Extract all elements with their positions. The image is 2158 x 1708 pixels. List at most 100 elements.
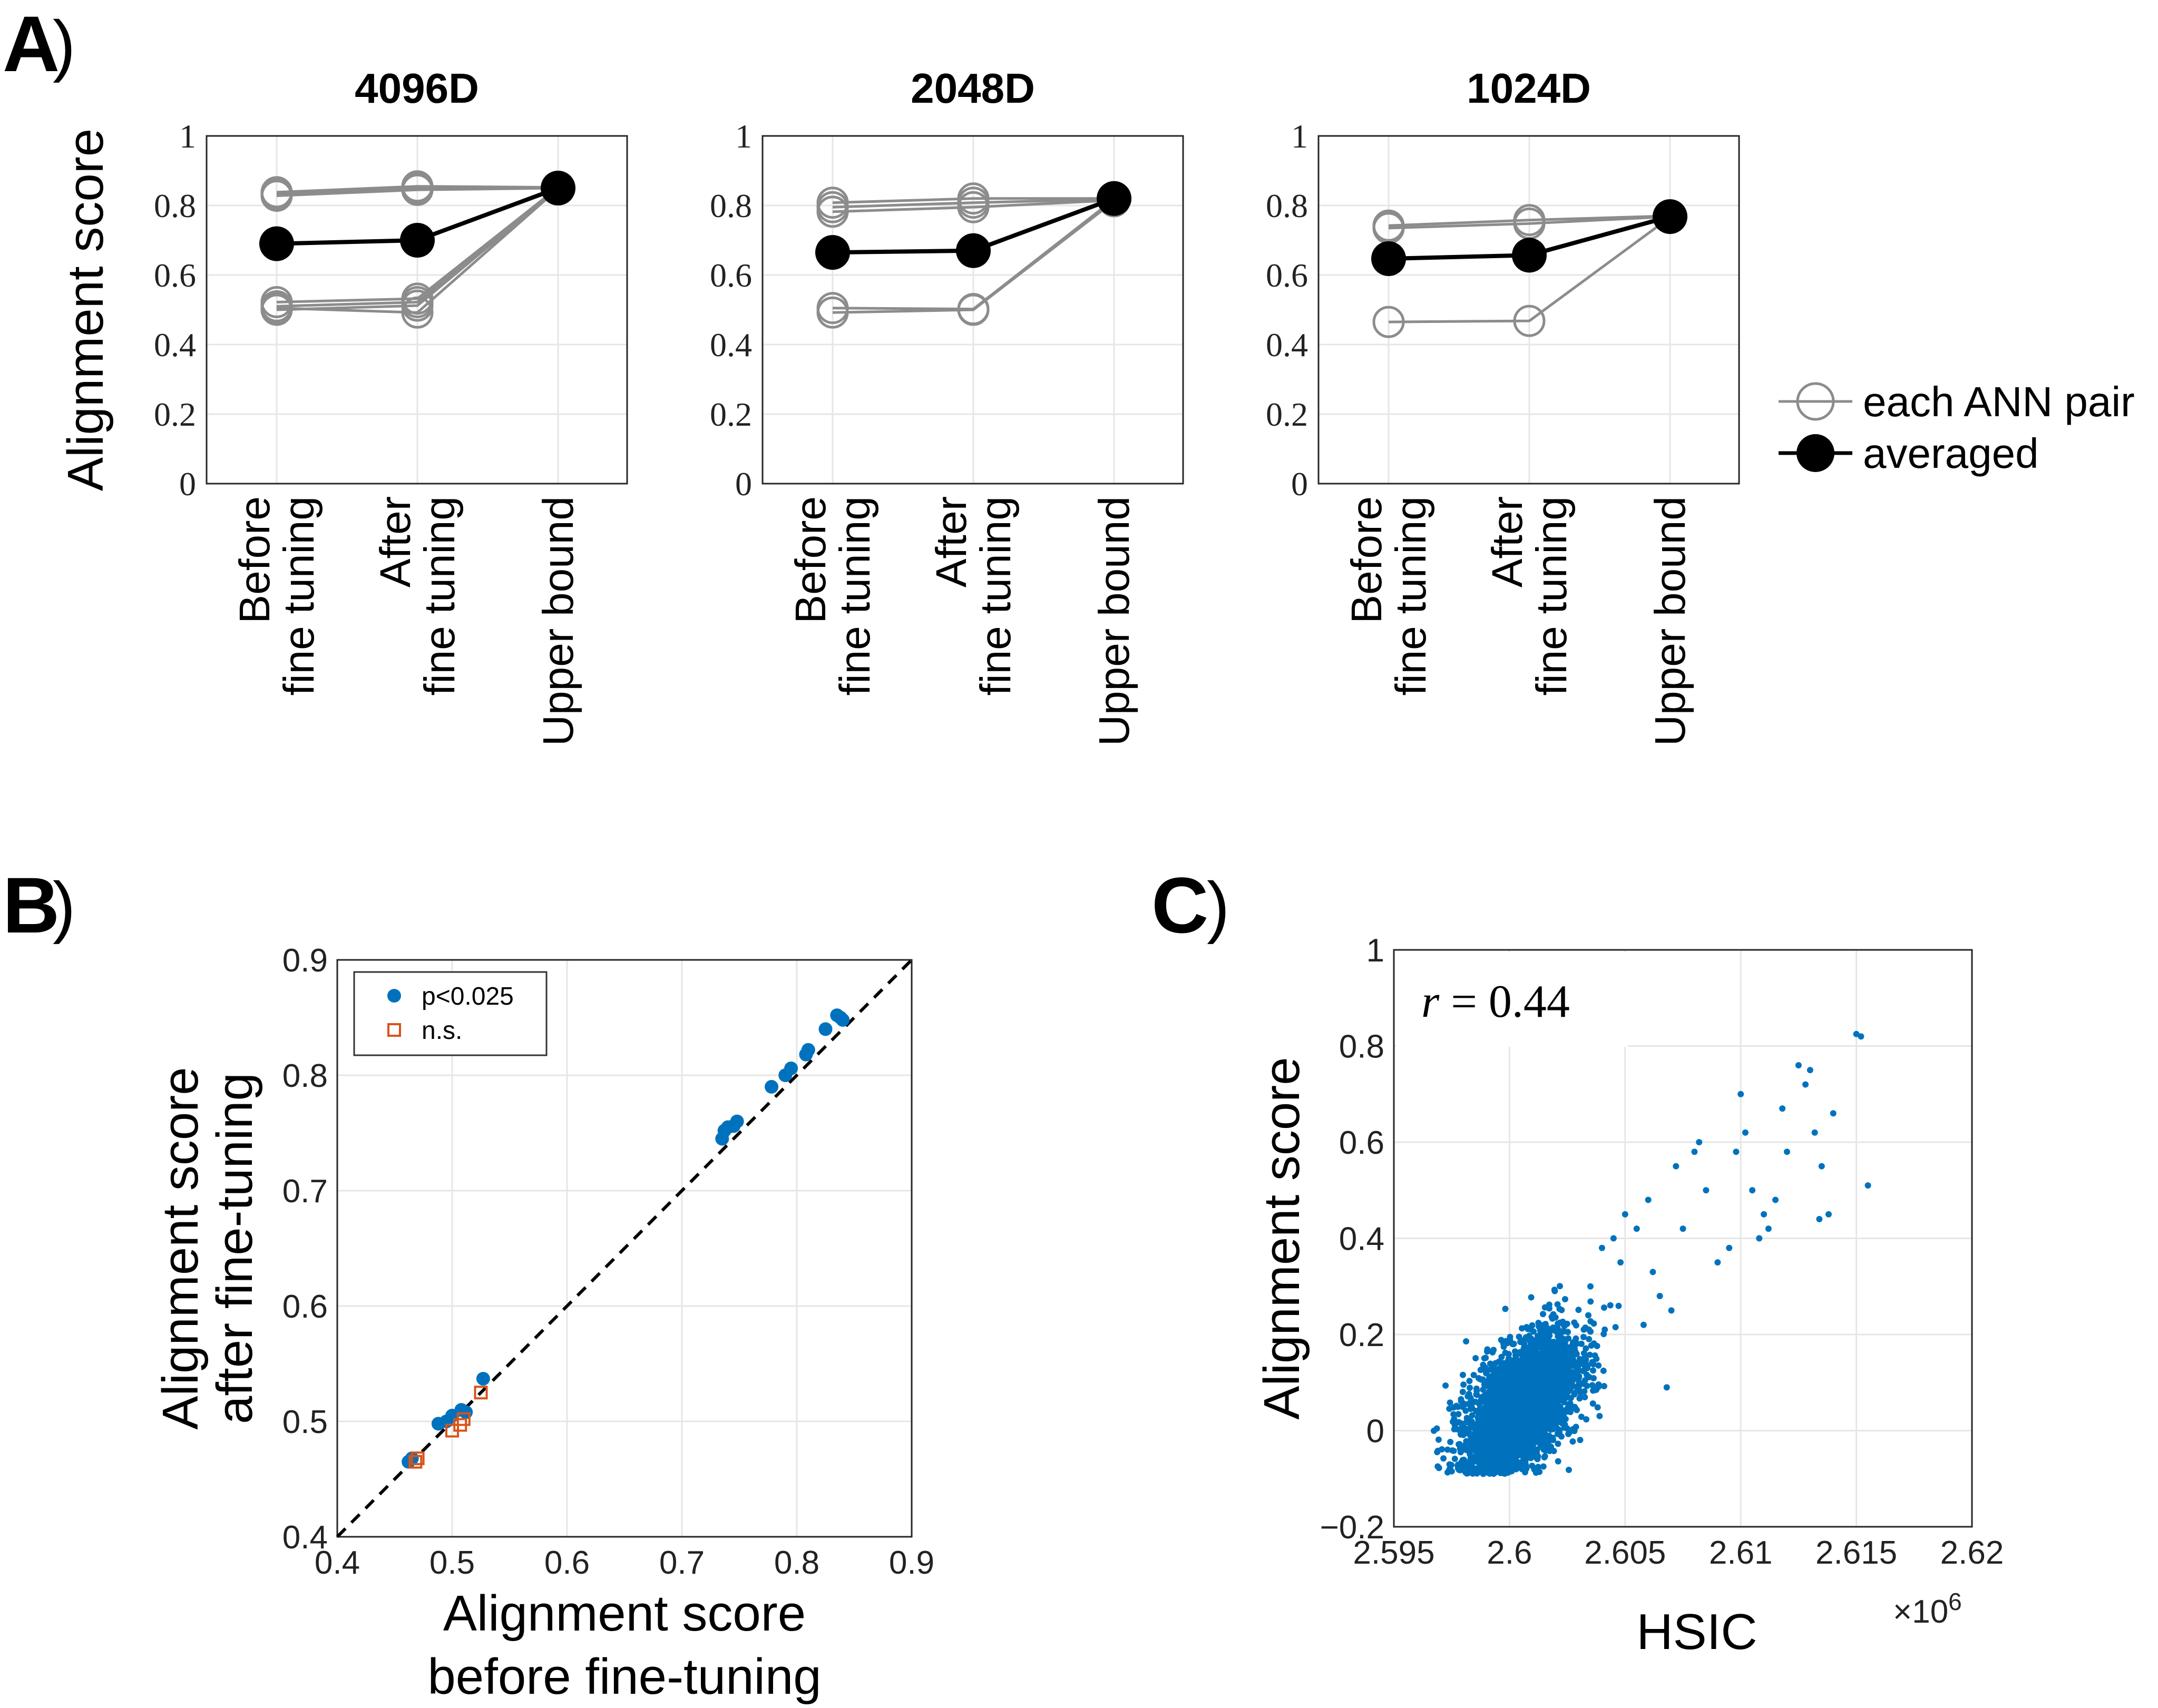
pair-line <box>832 198 1115 209</box>
scatter-point <box>1503 1469 1510 1476</box>
pair-line <box>1388 215 1671 230</box>
scatter-point <box>1470 1434 1477 1441</box>
x-tick-label: 2.605 <box>1584 1535 1666 1571</box>
scatter-point <box>1569 1438 1576 1445</box>
scatter-point <box>1447 1399 1453 1406</box>
scatter-point <box>1577 1356 1584 1363</box>
scatter-point <box>1596 1412 1603 1419</box>
scatter-point <box>1558 1307 1565 1313</box>
svg-text:): ) <box>53 868 75 945</box>
y-tick-label: 0.5 <box>282 1404 328 1440</box>
scatter-point-outlier <box>1726 1244 1733 1251</box>
pair-line <box>832 200 1115 314</box>
x-tick-label: 2.6 <box>1487 1535 1532 1571</box>
scatter-point-outlier <box>1795 1062 1802 1068</box>
scatter-point <box>1519 1460 1526 1467</box>
scatter-point <box>1594 1404 1601 1411</box>
annotation-var: r <box>1421 976 1440 1027</box>
scatter-point <box>1482 1354 1489 1361</box>
scatter-point <box>1546 1419 1553 1426</box>
x-tick-label: 0.6 <box>544 1545 590 1581</box>
scatter-point <box>1475 1375 1482 1381</box>
scatter-point <box>1529 1377 1536 1383</box>
x-axis-label: HSIC <box>1636 1604 1757 1660</box>
scatter-point <box>1555 1409 1561 1416</box>
scatter-point <box>1521 1389 1528 1396</box>
scatter-point-outlier <box>1640 1321 1647 1328</box>
scatter-point <box>1513 1370 1520 1377</box>
x-category-label: Upper bound <box>1646 496 1694 746</box>
scatter-point <box>1568 1371 1575 1378</box>
averaged-point <box>815 235 850 270</box>
scatter-point <box>1559 1419 1566 1426</box>
scatter-point <box>1481 1415 1488 1422</box>
scatter-point <box>1590 1367 1597 1374</box>
scatter-point <box>1509 1399 1516 1406</box>
scatter-point <box>1582 1361 1589 1368</box>
scatter-point <box>1451 1456 1458 1462</box>
panel-label-b: B ) <box>3 861 75 949</box>
scatter-point-outlier <box>1802 1081 1809 1088</box>
x-tick-label: 0.8 <box>774 1545 819 1581</box>
scatter-point <box>1458 1465 1465 1472</box>
scatter-point <box>1534 1337 1540 1343</box>
scatter-point <box>1547 1344 1554 1351</box>
pair-point <box>957 293 990 326</box>
scatter-point <box>1521 1341 1528 1348</box>
scatter-point <box>1467 1424 1474 1430</box>
scatter-point <box>1545 1388 1552 1395</box>
legend-box <box>353 971 548 1056</box>
pair-point <box>260 177 293 210</box>
y-tick-label: 1 <box>179 117 196 155</box>
pair-point <box>816 195 849 228</box>
scatter-point <box>1485 1421 1491 1428</box>
scatter-point <box>1479 1427 1486 1434</box>
scatter-point <box>1449 1418 1456 1425</box>
scatter-point <box>1560 1412 1567 1419</box>
scatter-point-outlier <box>1714 1259 1721 1266</box>
scatter-point <box>1484 1468 1491 1475</box>
axes-box <box>336 959 913 1538</box>
x-exponent-value: 6 <box>1948 1588 1962 1615</box>
scatter-point-outlier <box>1649 1269 1656 1275</box>
y-tick-label: 0 <box>1291 465 1308 503</box>
scatter-point <box>1538 1394 1545 1401</box>
axes-box <box>206 135 628 485</box>
y-tick-label: −0.2 <box>1320 1509 1384 1546</box>
scatter-point <box>1551 1287 1558 1293</box>
scatter-point <box>1509 1407 1516 1414</box>
scatter-point <box>1467 1441 1474 1448</box>
x-category-label: fine tuning <box>275 496 323 695</box>
scatter-point <box>1544 1382 1550 1389</box>
scatter-point <box>1583 1345 1589 1352</box>
pair-line <box>276 188 559 314</box>
scatter-point <box>1585 1312 1592 1319</box>
scatter-point-outlier <box>1858 1033 1864 1040</box>
scatter-point-outlier <box>1807 1067 1813 1074</box>
scatter-point <box>1555 1458 1561 1465</box>
scatter-point <box>1530 1328 1537 1335</box>
scatter-point <box>1529 1340 1536 1347</box>
scatter-point <box>1536 1323 1542 1330</box>
scatter-point <box>1488 1436 1495 1443</box>
scatter-point <box>1571 1345 1578 1352</box>
x-tick-label: 2.62 <box>1940 1535 2004 1571</box>
x-category-label: Upper bound <box>534 496 582 746</box>
scatter-point <box>1500 1360 1507 1367</box>
x-axis-label-line2: before fine-tuning <box>427 1648 821 1705</box>
scatter-point-outlier <box>1622 1211 1628 1218</box>
scatter-point <box>1507 1338 1513 1344</box>
scatter-point-outlier <box>1673 1163 1679 1170</box>
scatter-point-outlier <box>1733 1149 1740 1155</box>
scatter-point <box>1466 1378 1473 1385</box>
scatter-point <box>1529 1322 1536 1329</box>
scatter-point <box>1479 1448 1486 1455</box>
scatter-point <box>1507 1461 1513 1468</box>
scatter-point <box>1506 1416 1513 1423</box>
scatter-point <box>1500 1340 1507 1347</box>
legend-panel-b: p<0.025 n.s. <box>353 971 548 1056</box>
ns-point <box>408 1455 423 1469</box>
scatter-point <box>1547 1377 1554 1383</box>
y-tick-label: 0.8 <box>282 1058 328 1094</box>
legend-marker-ns <box>387 1023 401 1037</box>
